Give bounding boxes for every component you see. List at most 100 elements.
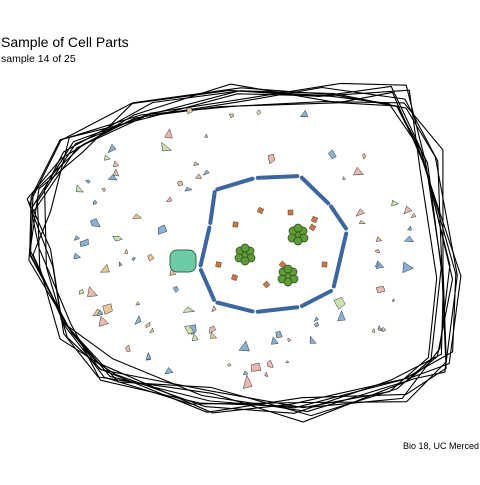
nuclear-envelope-segment: [255, 174, 300, 180]
cytoplasm-particle: [267, 153, 276, 165]
cytoplasm-particle: [242, 370, 249, 376]
cytoplasm-particle: [250, 362, 262, 372]
cytoplasm-particle: [375, 236, 383, 242]
cytoplasm-particle: [184, 186, 193, 192]
cytoplasm-particle: [285, 360, 290, 364]
cytoplasm-particle: [300, 109, 309, 118]
cytoplasm-particle: [112, 235, 123, 242]
cytoplasm-particle: [79, 238, 89, 247]
nuclear-particle: [215, 261, 222, 268]
membrane-strand: [29, 93, 457, 409]
cytoplasm-particle: [98, 315, 110, 327]
cytoplasm-particle: [275, 330, 283, 339]
membrane-strand: [29, 85, 451, 408]
nuclear-envelope-segment: [299, 289, 334, 308]
cytoplasm-particle: [132, 213, 143, 219]
cytoplasm-particle: [92, 199, 98, 206]
nuclear-particle: [287, 209, 294, 216]
cytoplasm-particle: [169, 269, 177, 276]
cytoplasm-particle: [352, 166, 365, 176]
cytoplasm-particle: [135, 301, 141, 306]
cytoplasm-particle: [149, 327, 155, 334]
nuclear-envelope-segment: [299, 175, 331, 206]
diagram-title: Sample of Cell Parts: [1, 34, 129, 50]
cytoplasm-particles: [73, 107, 417, 389]
cytoplasm-particle: [374, 249, 381, 253]
cytoplasm-particle: [102, 303, 113, 315]
cytoplasm-particle: [410, 212, 417, 219]
chromatin-granule: [240, 243, 250, 253]
cytoplasm-particle: [99, 263, 110, 273]
nuclear-particle: [278, 260, 287, 269]
cytoplasm-particle: [165, 196, 173, 203]
cytoplasm-particle: [371, 327, 376, 333]
cytoplasm-particle: [112, 160, 120, 168]
cytoplasm-particle: [266, 359, 274, 368]
cytoplasm-particle: [355, 208, 365, 217]
cytoplasm-particle: [342, 175, 347, 181]
nucleus: [169, 174, 349, 314]
cytoplasm-particle: [75, 184, 85, 193]
nuclear-envelope-segment: [198, 225, 212, 268]
chromatin-granule: [283, 264, 293, 274]
cytoplasm-particle: [242, 374, 253, 389]
nuclear-envelope-segment: [215, 300, 255, 314]
cytoplasm-particle: [131, 256, 136, 262]
cytoplasm-particle: [358, 219, 367, 225]
nuclear-particle: [310, 215, 319, 224]
cytoplasm-particle: [270, 336, 279, 345]
cell-membrane: [26, 82, 462, 423]
cytoplasm-particle: [87, 286, 98, 297]
cytoplasm-particle: [194, 173, 203, 179]
cytoplasm-particle: [313, 316, 319, 322]
nuclear-envelope-segment: [215, 176, 255, 192]
cytoplasm-particle: [145, 321, 151, 329]
cytoplasm-particle: [309, 335, 317, 344]
cytoplasm-particle: [193, 161, 200, 166]
cytoplasm-particle: [73, 252, 82, 260]
cytoplasm-particle: [238, 340, 250, 352]
cytoplasm-particle: [327, 149, 337, 160]
cytoplasm-particle: [287, 337, 292, 342]
cytoplasm-particle: [145, 351, 152, 361]
cytoplasm-particle: [256, 109, 262, 116]
cytoplasm-particle: [125, 344, 131, 352]
cytoplasm-particle: [227, 363, 232, 367]
chromatin-granule: [240, 256, 250, 266]
cytoplasm-particle: [391, 297, 395, 303]
membrane-strand: [26, 83, 442, 417]
cytoplasm-particle: [314, 321, 320, 328]
cytoplasm-particle: [337, 310, 346, 322]
cytoplasm-particle: [229, 113, 234, 119]
cytoplasm-particle: [79, 288, 85, 295]
chromatin-granule: [293, 223, 303, 233]
cytoplasm-particle: [161, 141, 173, 152]
cytoplasm-particle: [184, 325, 195, 335]
nuclear-particle: [232, 221, 239, 228]
cytoplasm-particle: [209, 326, 217, 334]
cytoplasm-particle: [204, 133, 209, 138]
nuclear-particle: [321, 261, 328, 268]
cytoplasm-particle: [211, 305, 217, 313]
cytoplasm-particle: [407, 225, 412, 231]
cytoplasm-particle: [391, 199, 400, 207]
cytoplasm-particle: [264, 371, 269, 377]
nuclear-particle: [308, 223, 317, 232]
cytoplasm-particle: [381, 327, 387, 333]
cytoplasm-particle: [124, 248, 129, 254]
cytoplasm-particle: [362, 153, 367, 160]
cytoplasm-particle: [157, 224, 168, 235]
cytoplasm-particle: [85, 179, 91, 184]
nuclear-particle: [231, 274, 238, 281]
nucleolus-body: [169, 249, 197, 273]
cytoplasm-particle: [191, 333, 199, 342]
nuclear-envelope-segment: [208, 190, 217, 225]
membrane-strand: [36, 82, 444, 414]
nuclear-envelope-segment: [198, 268, 217, 302]
cytoplasm-particle: [73, 235, 81, 241]
diagram-caption: Bio 18, UC Merced: [402, 441, 479, 451]
cytoplasm-particle: [172, 285, 179, 294]
cytoplasm-particle: [177, 180, 184, 187]
